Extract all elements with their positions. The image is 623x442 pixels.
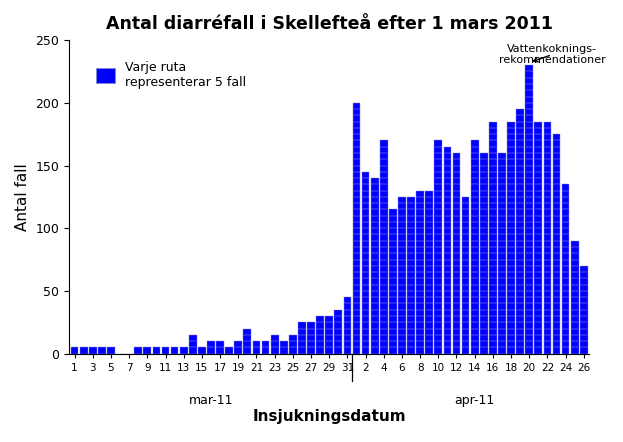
Bar	[153, 347, 160, 354]
Bar	[398, 197, 406, 354]
Bar	[226, 347, 233, 354]
Bar	[107, 347, 115, 354]
Bar	[498, 153, 506, 354]
Bar	[80, 347, 88, 354]
Bar	[543, 122, 551, 354]
Bar	[362, 172, 369, 354]
Bar	[516, 109, 524, 354]
Bar	[135, 347, 142, 354]
Bar	[98, 347, 106, 354]
Text: apr-11: apr-11	[455, 394, 495, 407]
Bar	[234, 341, 242, 354]
X-axis label: Insjukningsdatum: Insjukningsdatum	[252, 409, 406, 424]
Bar	[71, 347, 78, 354]
Bar	[480, 153, 488, 354]
Bar	[553, 134, 560, 354]
Bar	[434, 141, 442, 354]
Bar	[444, 147, 451, 354]
Bar	[180, 347, 188, 354]
Title: Antal diarréfall i Skellefteå efter 1 mars 2011: Antal diarréfall i Skellefteå efter 1 ma…	[106, 15, 553, 33]
Bar	[271, 335, 278, 354]
Bar	[325, 316, 333, 354]
Bar	[371, 178, 379, 354]
Bar	[161, 347, 169, 354]
Bar	[143, 347, 151, 354]
Text: mar-11: mar-11	[189, 394, 233, 407]
Bar	[189, 335, 197, 354]
Bar	[316, 316, 324, 354]
Bar	[207, 341, 215, 354]
Bar	[562, 184, 569, 354]
Bar	[171, 347, 178, 354]
Bar	[252, 341, 260, 354]
Legend: Varje ruta
representerar 5 fall: Varje ruta representerar 5 fall	[91, 56, 251, 94]
Bar	[89, 347, 97, 354]
Bar	[580, 266, 587, 354]
Bar	[389, 210, 397, 354]
Bar	[471, 141, 478, 354]
Bar	[426, 191, 433, 354]
Bar	[535, 122, 542, 354]
Bar	[462, 197, 470, 354]
Bar	[343, 297, 351, 354]
Bar	[525, 65, 533, 354]
Bar	[507, 122, 515, 354]
Bar	[307, 322, 315, 354]
Bar	[407, 197, 415, 354]
Bar	[416, 191, 424, 354]
Bar	[244, 328, 251, 354]
Bar	[298, 322, 306, 354]
Bar	[198, 347, 206, 354]
Bar	[216, 341, 224, 354]
Bar	[380, 141, 388, 354]
Bar	[335, 310, 342, 354]
Y-axis label: Antal fall: Antal fall	[15, 163, 30, 231]
Bar	[280, 341, 288, 354]
Bar	[262, 341, 269, 354]
Bar	[353, 103, 360, 354]
Bar	[453, 153, 460, 354]
Bar	[489, 122, 497, 354]
Bar	[289, 335, 297, 354]
Text: Vattenkoknings-
rekommendationer: Vattenkoknings- rekommendationer	[498, 44, 606, 65]
Bar	[571, 241, 579, 354]
